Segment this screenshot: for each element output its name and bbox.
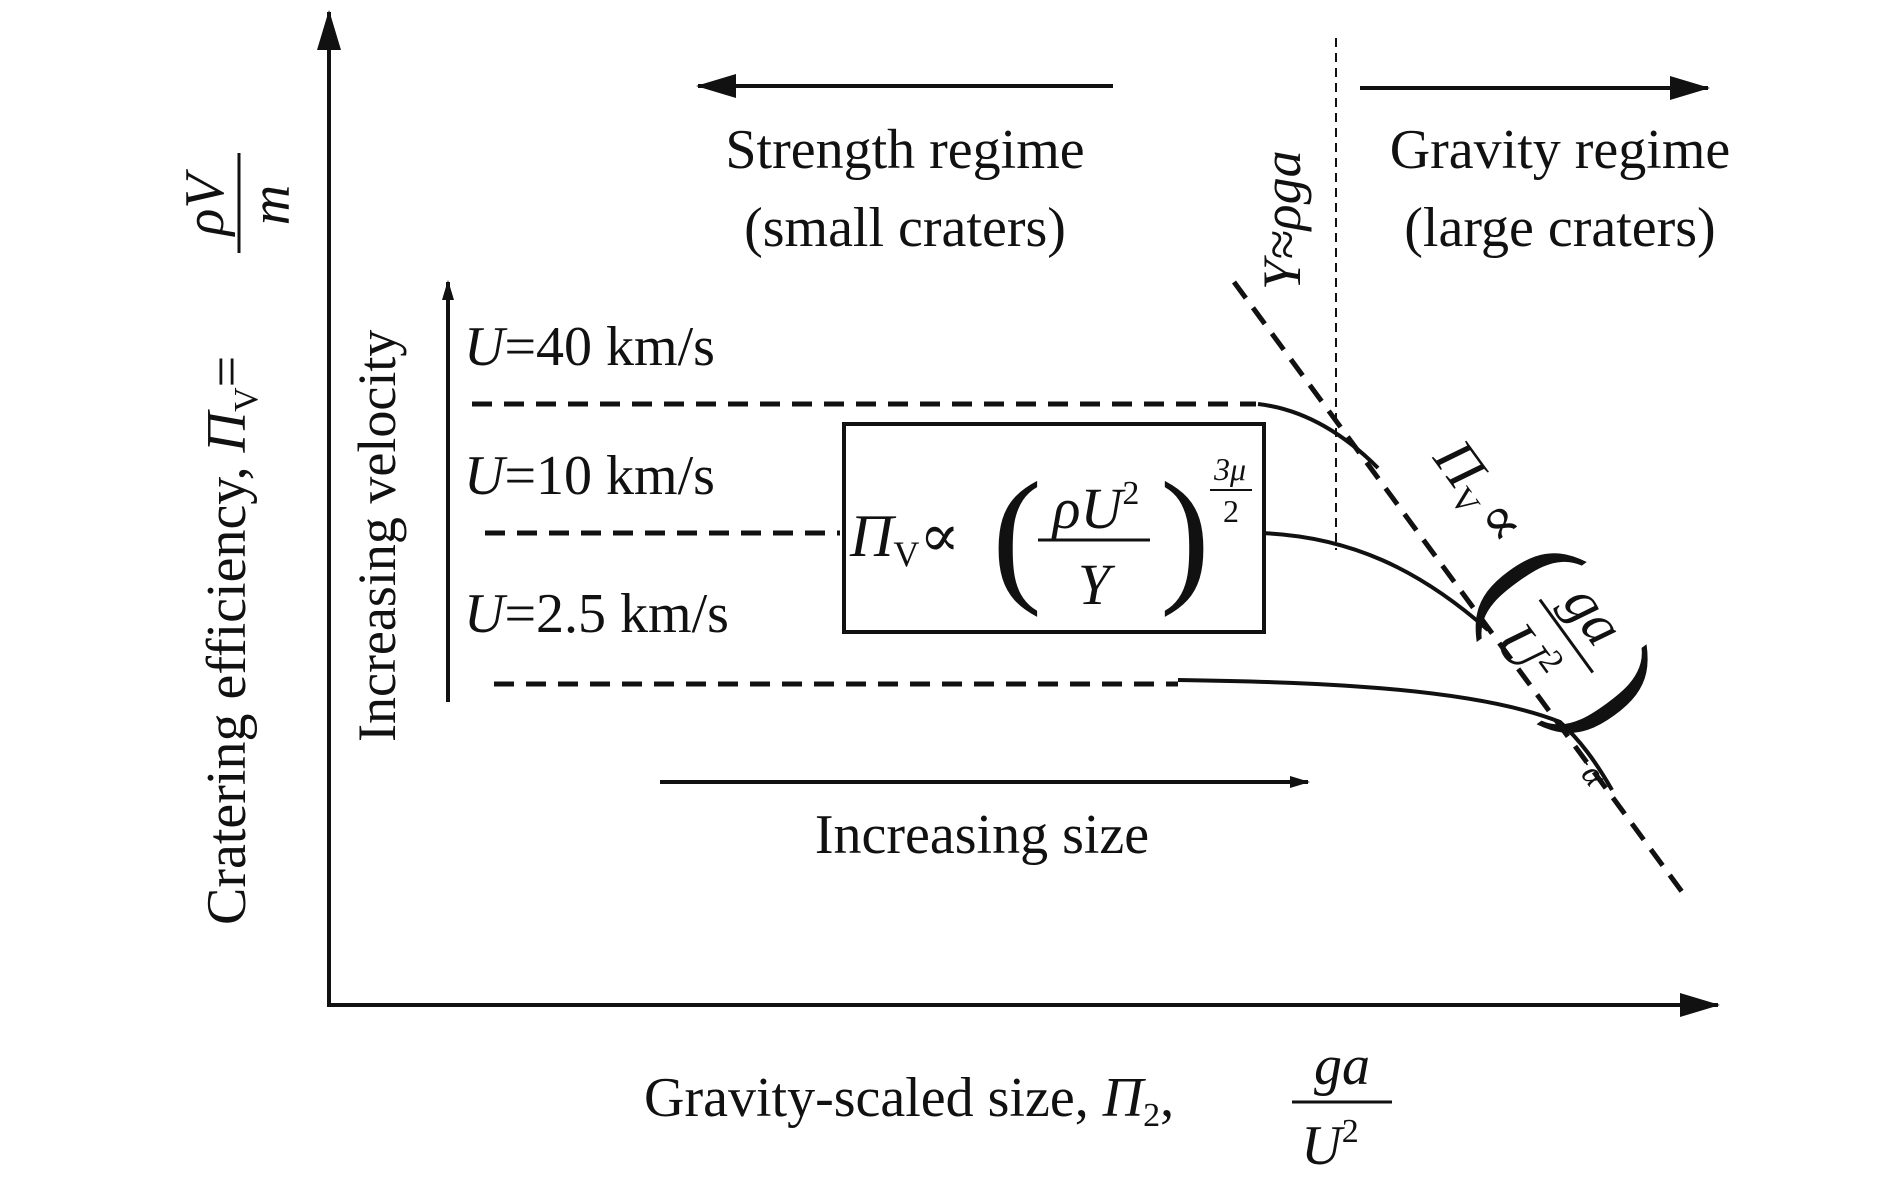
x-frac-denominator: U2 [1301, 1113, 1358, 1177]
svg-text:ΠV∝: ΠV∝ [1417, 427, 1540, 559]
curve-10-rolloff [1259, 531, 1490, 632]
gravity-asymptote [1231, 280, 1691, 902]
y-axis-title: Cratering efficiency, ΠV= ρV m [174, 153, 302, 925]
strength-denominator: Y [1078, 552, 1116, 617]
x-axis-label-text: Gravity-scaled size, [644, 1067, 1103, 1129]
strength-lparen: ( [992, 452, 1042, 618]
gravity-numerator: ga [1551, 572, 1638, 657]
velocity-axis-label: Increasing velocity [347, 330, 407, 742]
svg-text:ΠV∝: ΠV∝ [849, 503, 960, 574]
velocity-label-40: U=40 km/s [464, 316, 715, 378]
curve-40-rolloff [1257, 402, 1380, 470]
transition-label: Y≈ρga [1252, 150, 1312, 290]
strength-formula: ΠV∝ ( ρU2 Y ) 3μ 2 [849, 451, 1252, 618]
strength-regime-subtitle: (small craters) [744, 197, 1066, 259]
gravity-regime-subtitle: (large craters) [1404, 197, 1715, 259]
strength-regime-title: Strength regime [725, 119, 1084, 181]
gravity-regime-title: Gravity regime [1390, 119, 1731, 181]
y-frac-denominator: m [240, 185, 302, 225]
svg-text:Cratering efficiency, ΠV=: Cratering efficiency, ΠV= [196, 356, 265, 925]
strength-exp-denominator: 2 [1223, 493, 1239, 529]
gravity-frac-bar [1538, 598, 1594, 674]
strength-formula-box [842, 422, 1266, 634]
velocity-label-2-5: U=2.5 km/s [464, 583, 729, 645]
strength-rparen: ) [1160, 452, 1210, 618]
size-label: Increasing size [815, 804, 1149, 866]
x-axis-title: Gravity-scaled size, Π2, ga U2 [644, 1035, 1392, 1177]
x-frac-numerator: ga [1314, 1035, 1370, 1097]
strength-numerator: ρU2 [1051, 475, 1140, 541]
gravity-formula: ΠV∝ ( ga U2 ) −α [1417, 427, 1697, 795]
y-frac-numerator: ρV [174, 169, 236, 238]
strength-exp-numerator: 3μ [1213, 451, 1246, 487]
svg-text:Gravity-scaled size, Π2,: Gravity-scaled size, Π2, [644, 1067, 1174, 1134]
curve-2-5-rolloff [1177, 678, 1614, 791]
y-axis-label-text: Cratering efficiency, [196, 452, 258, 925]
velocity-label-10: U=10 km/s [464, 445, 715, 507]
